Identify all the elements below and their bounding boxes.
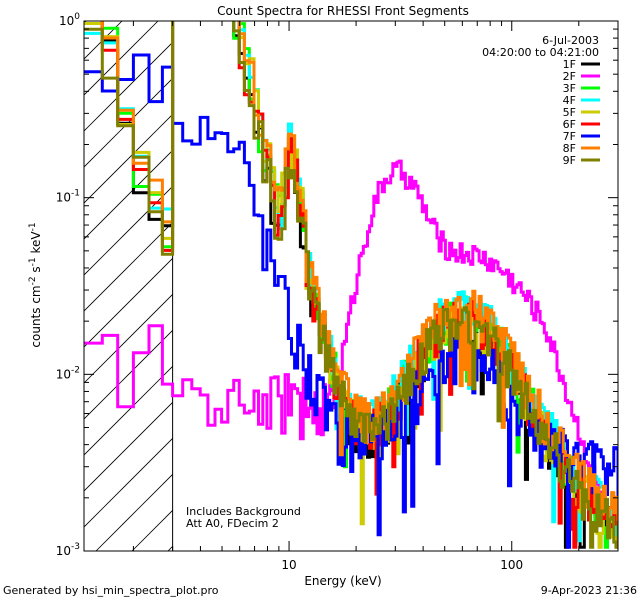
time-range-label: 04:20:00 to 04:21:00 <box>482 46 599 59</box>
axis-ticks: 10 100 100 10-1 10-2 10-3 <box>56 12 619 572</box>
x-tick-label: 100 <box>500 558 523 572</box>
legend-label-8F: 8F <box>563 142 576 155</box>
y-tick-label: 10-3 <box>56 542 80 558</box>
x-tick-label: 10 <box>281 558 296 572</box>
hatched-region <box>84 21 174 551</box>
legend-label-9F: 9F <box>563 154 576 167</box>
legend-label-3F: 3F <box>563 82 576 95</box>
plot-frame <box>83 20 619 552</box>
y-tick-label: 10-2 <box>56 365 80 381</box>
date-label: 6-Jul-2003 <box>542 34 599 47</box>
legend-label-4F: 4F <box>563 94 576 107</box>
annotation-background: Includes Background <box>186 505 301 518</box>
footer-generated-by: Generated by hsi_min_spectra_plot.pro <box>3 584 219 597</box>
legend-label-2F: 2F <box>563 70 576 83</box>
x-axis-label: Energy (keV) <box>304 574 381 588</box>
legend-label-1F: 1F <box>563 58 576 71</box>
legend-label-5F: 5F <box>563 106 576 119</box>
y-tick-label: 100 <box>59 12 80 28</box>
legend-label-7F: 7F <box>563 130 576 143</box>
y-axis-label: counts cm-2 s-1 keV-1 <box>28 222 43 347</box>
series-lines <box>84 21 618 549</box>
series-line-9F <box>84 21 618 549</box>
footer-timestamp: 9-Apr-2023 21:36 <box>541 584 637 597</box>
legend-label-6F: 6F <box>563 118 576 131</box>
annotation-attenuator: Att A0, FDecim 2 <box>186 517 279 530</box>
series-line-2F <box>84 159 618 536</box>
chart-title: Count Spectra for RHESSI Front Segments <box>217 4 469 18</box>
y-tick-label: 10-1 <box>56 189 80 205</box>
